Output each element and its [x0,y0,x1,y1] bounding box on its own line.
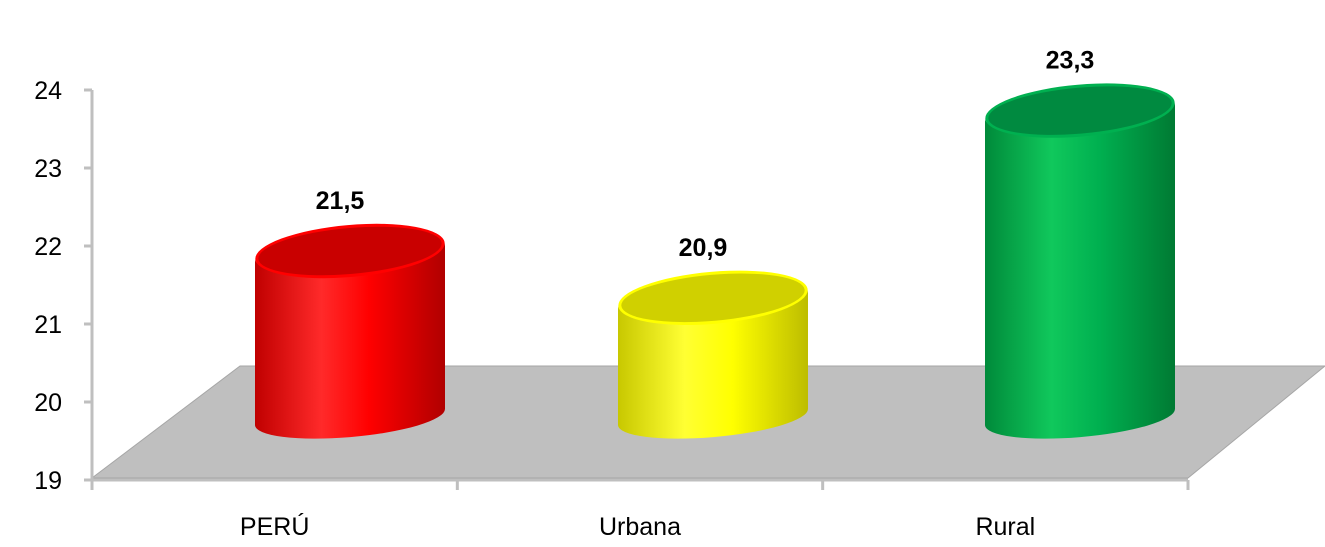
bar-top-shade [621,273,805,323]
y-tick-label: 20 [34,389,62,417]
y-tick-label: 19 [34,467,62,495]
x-category-label: Rural [975,513,1035,541]
x-category-label: Urbana [599,513,681,541]
y-tick-label: 23 [34,155,62,183]
bar-urbana [618,270,809,439]
x-category-label: PERÚ [240,512,309,541]
y-tick-label: 21 [34,311,62,339]
y-tick-label: 24 [34,77,62,105]
bar-body [255,243,446,439]
bar-top-shade [258,226,442,276]
y-tick-label: 22 [34,233,62,261]
bar-per [255,223,446,439]
bar-body [618,289,809,439]
bar-rural [985,83,1176,439]
data-label: 20,9 [679,234,728,262]
bar-body [985,102,1176,439]
bar-top-shade [988,86,1172,135]
data-label: 23,3 [1046,47,1095,75]
data-label: 21,5 [316,187,365,215]
